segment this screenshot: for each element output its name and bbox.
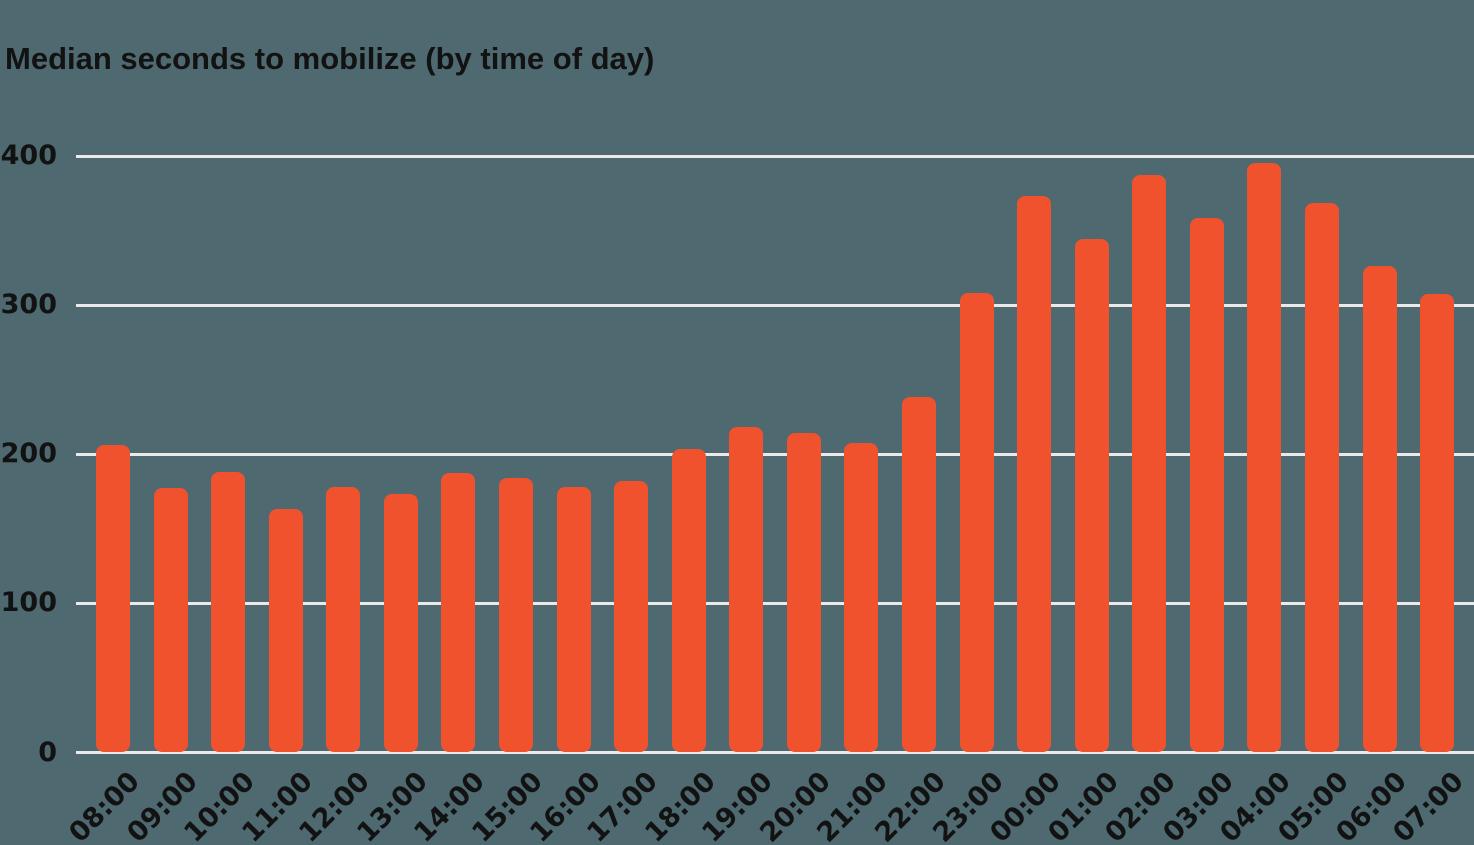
gridline — [76, 154, 1474, 158]
bar — [153, 488, 188, 752]
bar — [383, 494, 418, 752]
y-axis-tick-label: 100 — [0, 587, 57, 619]
gridline — [76, 452, 1474, 456]
bar — [1074, 239, 1109, 752]
bar — [1420, 294, 1455, 752]
y-axis-tick-label: 400 — [0, 140, 57, 171]
bar — [671, 449, 706, 752]
y-axis-tick-label: 200 — [0, 438, 57, 470]
bar — [556, 486, 591, 752]
bar — [211, 471, 246, 752]
bar — [1189, 218, 1224, 752]
bar — [614, 480, 649, 752]
gridline — [76, 601, 1474, 605]
bar — [729, 426, 764, 752]
bar — [1247, 162, 1282, 752]
bar — [326, 486, 361, 752]
bar — [441, 473, 476, 752]
chart-title: Median seconds to mobilize (by time of d… — [5, 41, 655, 76]
y-axis-tick-label: 0 — [38, 736, 57, 768]
bar — [96, 444, 130, 752]
bar — [498, 477, 533, 752]
bar — [1304, 203, 1339, 752]
bar — [844, 443, 879, 752]
bar — [1017, 195, 1052, 752]
y-axis-tick-label: 300 — [0, 289, 57, 321]
bar — [1362, 265, 1397, 752]
bar — [1132, 174, 1167, 752]
bar — [959, 292, 994, 752]
bar — [786, 432, 821, 752]
bar — [268, 508, 303, 752]
bar — [901, 397, 936, 752]
gridline — [76, 751, 1474, 754]
gridline — [76, 303, 1474, 307]
